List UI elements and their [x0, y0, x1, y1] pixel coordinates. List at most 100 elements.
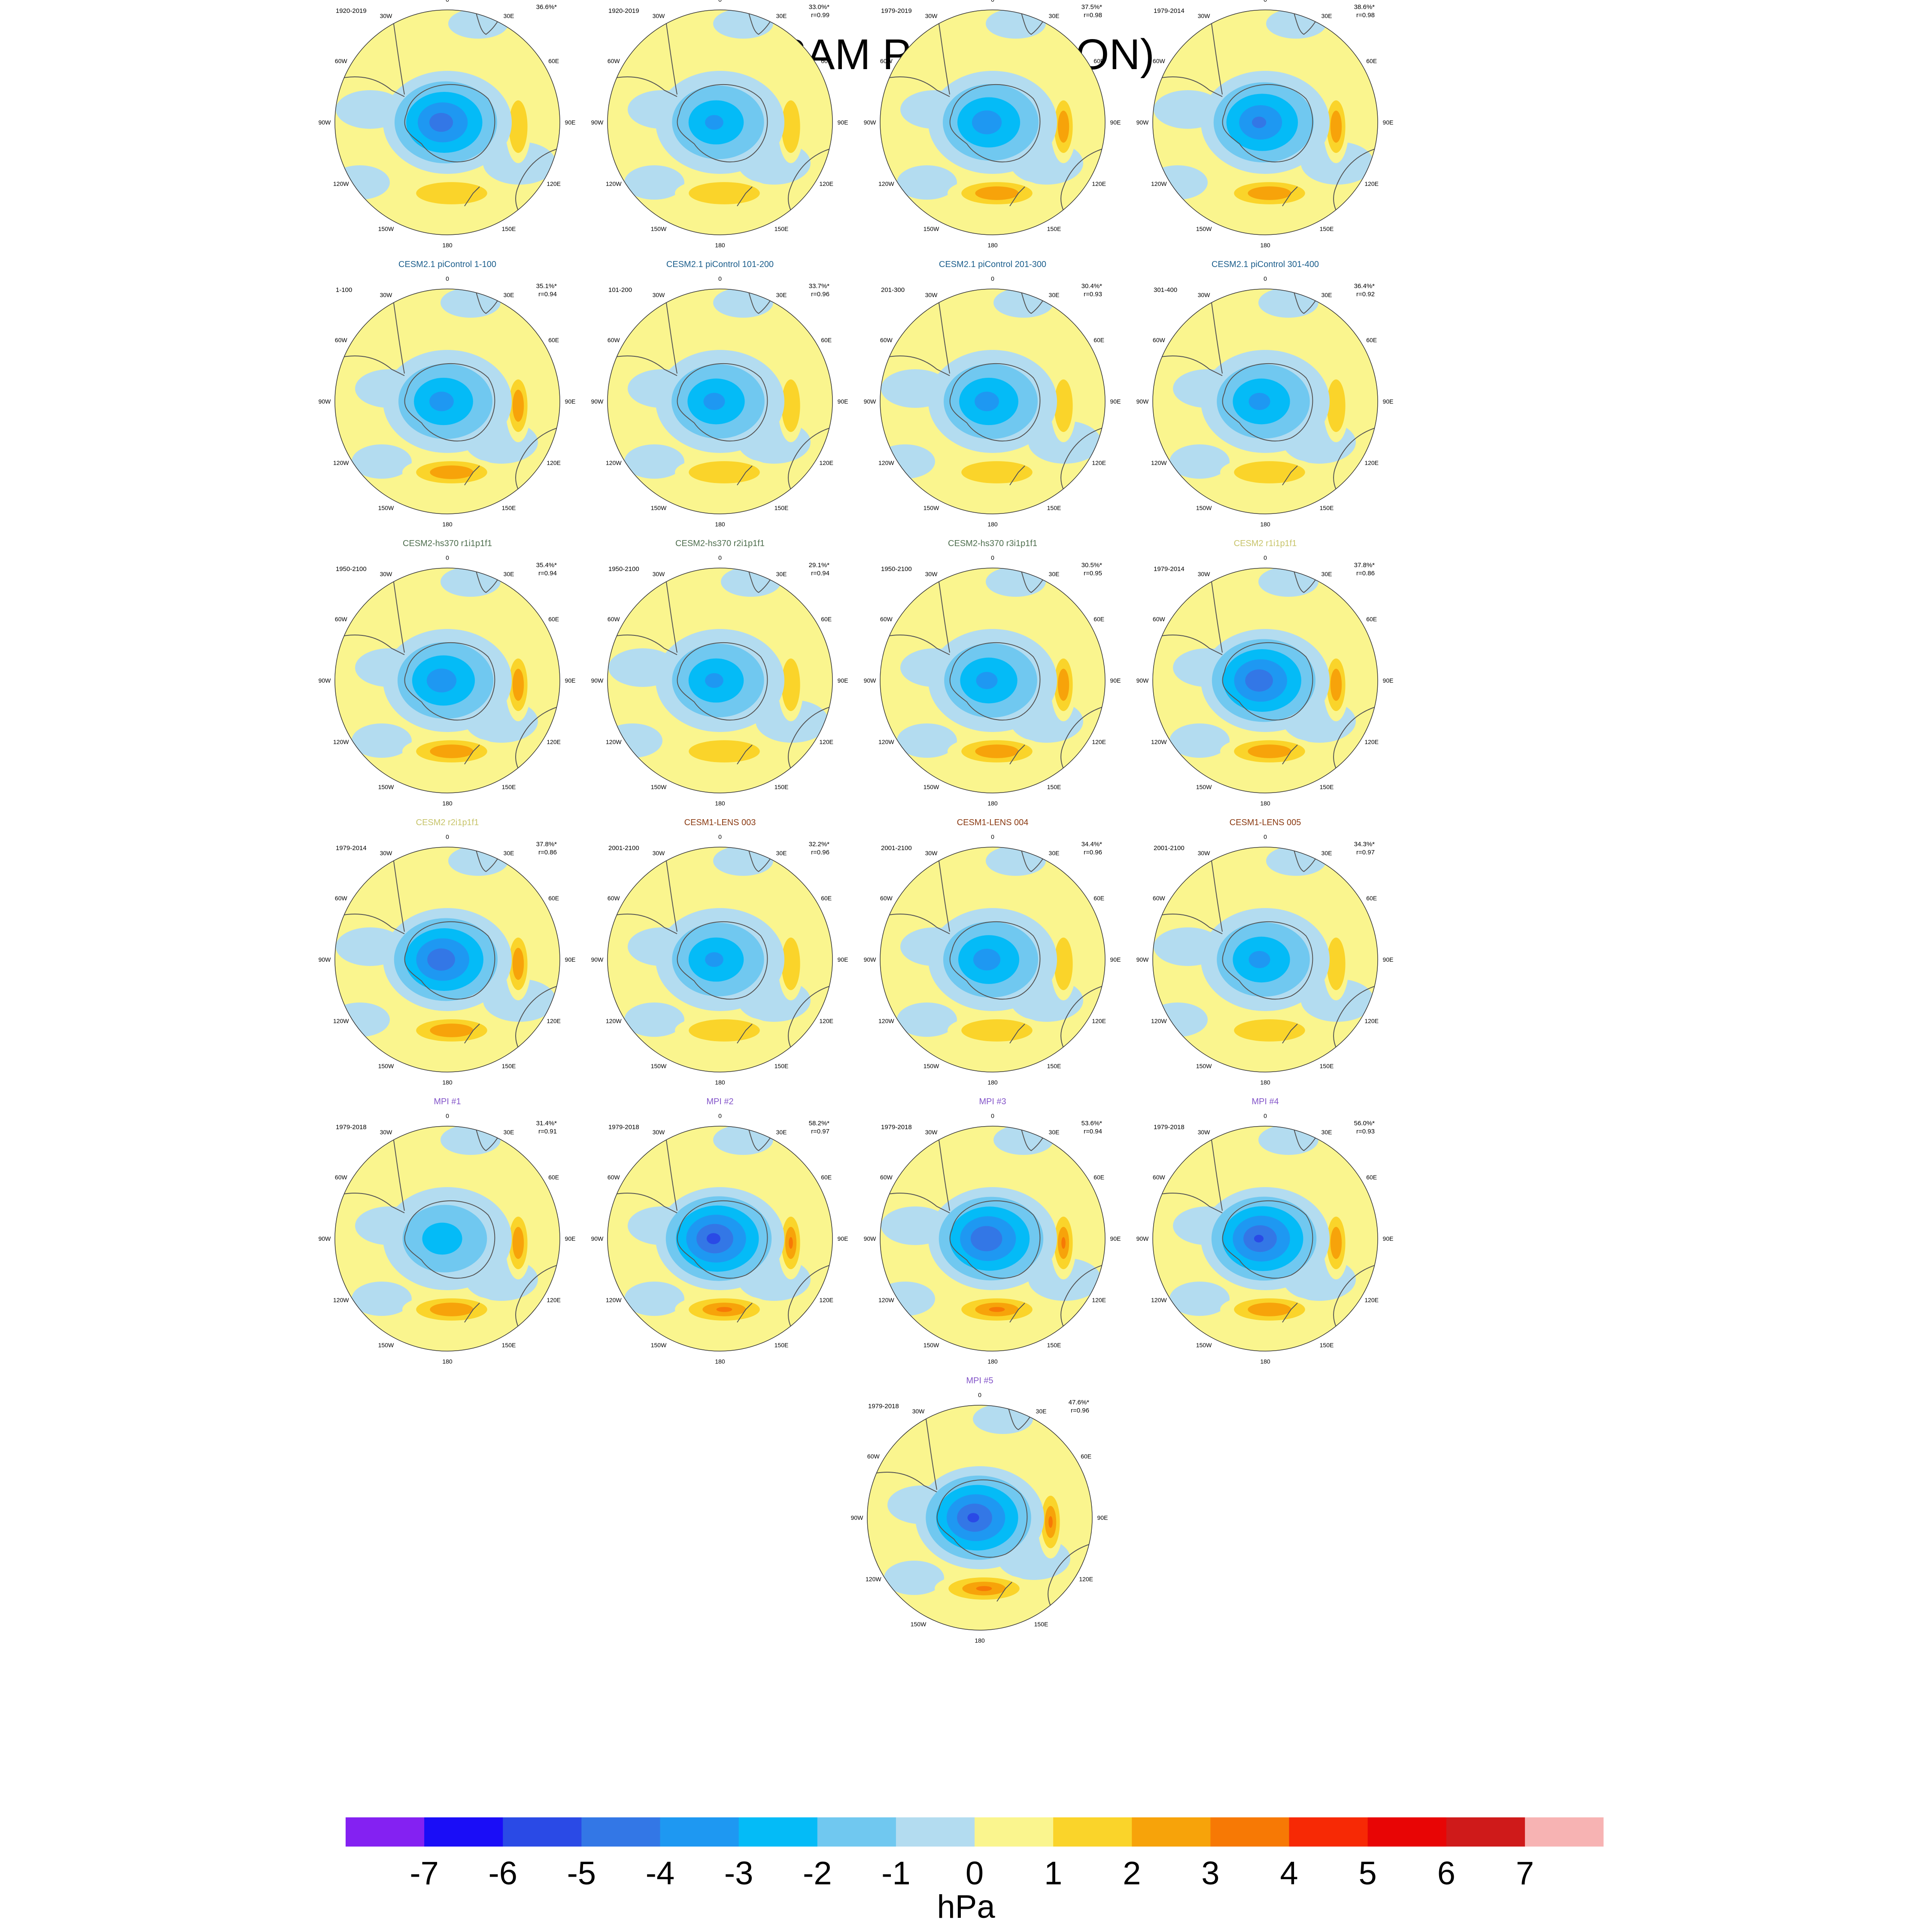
map-boundary	[880, 847, 1106, 1072]
south-america-coastline	[1153, 76, 1223, 97]
colorbar-bin	[817, 1817, 896, 1847]
negative-anomaly-patch	[993, 1126, 1054, 1155]
map-boundary	[334, 847, 560, 1072]
longitude-label: 120W	[1151, 1297, 1167, 1303]
longitude-label: 30E	[1048, 850, 1060, 857]
longitude-label: 60W	[334, 1174, 347, 1181]
longitude-label: 120W	[333, 459, 349, 466]
map-boundary	[607, 9, 833, 235]
longitude-label: 0	[1264, 275, 1267, 282]
panel-years: 1920-2019	[336, 7, 367, 15]
longitude-label: 30E	[776, 850, 787, 857]
antarctica-coastline	[404, 84, 495, 163]
longitude-label: 180	[1260, 242, 1270, 249]
south-america-coastline	[880, 635, 950, 655]
pattern-correlation: r=0.86	[538, 849, 557, 856]
positive-anomaly-contour	[781, 100, 800, 153]
colorbar-bin	[896, 1817, 975, 1847]
positive-anomaly-contour	[689, 461, 760, 483]
longitude-label: 90W	[851, 1514, 863, 1521]
longitude-label: 60W	[607, 337, 620, 343]
map-panel: MPI #1 1979-2018 31.4%* r=0.91 0 30E 60E 90E 120…	[314, 1097, 580, 1372]
new-zealand-coastline	[1282, 465, 1298, 486]
longitude-label: 90W	[863, 1235, 876, 1242]
positive-anomaly-contour	[512, 389, 524, 422]
longitude-label: 30W	[652, 12, 665, 20]
pattern-correlation: r=0.92	[1356, 291, 1375, 298]
south-america-coastline	[608, 1193, 677, 1213]
longitude-label: 180	[715, 1358, 725, 1365]
longitude-label: 60W	[334, 895, 347, 902]
longitude-label: 150E	[501, 225, 516, 232]
negative-anomaly-patch	[448, 10, 508, 39]
longitude-label: 90E	[837, 1235, 848, 1242]
panel-variance: 35.1%* r=0.94	[536, 282, 557, 298]
new-zealand-coastline	[1009, 1024, 1025, 1044]
longitude-label: 30W	[1197, 1129, 1210, 1136]
longitude-label: 150W	[1196, 1062, 1212, 1069]
longitude-label: 150W	[923, 504, 939, 511]
longitude-label: 90W	[318, 119, 331, 126]
negative-anomaly-patch	[897, 165, 957, 200]
panel-variance: 37.8%* r=0.86	[536, 840, 557, 857]
negative-anomaly-patch	[986, 10, 1046, 39]
panel-title: CESM2.1 piControl 201-300	[939, 260, 1047, 269]
panel-variance: 38.6%* r=0.98	[1354, 3, 1375, 19]
longitude-label: 60W	[867, 1453, 880, 1460]
map-panel: CESM2.1 piControl 1-100 1-100 35.1%* r=0.94…	[314, 260, 580, 535]
positive-anomaly-contour	[1061, 1237, 1066, 1249]
colorbar-bin	[1210, 1817, 1289, 1847]
panel-years: 1979-2018	[336, 1124, 367, 1131]
longitude-label: 90W	[1136, 119, 1149, 126]
pattern-correlation: r=0.96	[811, 291, 829, 298]
new-zealand-coastline	[1009, 1303, 1025, 1323]
polar-map	[867, 1405, 1093, 1631]
negative-anomaly-patch	[352, 444, 412, 479]
variance-explained: 33.0%*	[808, 3, 829, 11]
longitude-label: 30W	[380, 571, 392, 578]
longitude-label: 90E	[1110, 398, 1121, 405]
positive-anomaly-contour	[1330, 668, 1342, 701]
panel-title: MPI #4	[1252, 1097, 1279, 1106]
longitude-label: 30E	[503, 571, 514, 578]
colorbar-tick-label: 6	[1437, 1855, 1455, 1892]
negative-anomaly-patch	[1266, 847, 1326, 876]
panel-variance: 30.5%* r=0.95	[1081, 561, 1102, 577]
positive-anomaly-contour	[989, 1307, 1005, 1312]
longitude-label: 30E	[1321, 571, 1332, 578]
positive-anomaly-contour	[1327, 379, 1346, 432]
panel-years: 1950-2100	[336, 565, 367, 573]
negative-anomaly-patch	[713, 10, 773, 39]
longitude-label: 120E	[819, 1297, 834, 1303]
longitude-label: 150W	[923, 1062, 939, 1069]
map-panel: MPI #2 1979-2018 58.2%* r=0.97 0 30E 60E 90E 120…	[587, 1097, 853, 1372]
panel-title: MPI #3	[979, 1097, 1006, 1106]
longitude-label: 90E	[837, 956, 848, 963]
variance-explained: 33.7%*	[808, 283, 829, 290]
antarctica-coastline	[949, 363, 1041, 442]
longitude-label: 150W	[650, 504, 667, 511]
negative-anomaly-contour	[429, 392, 454, 411]
longitude-label: 150W	[650, 1341, 667, 1349]
negative-anomaly-patch	[1170, 444, 1230, 479]
negative-anomaly-patch	[1170, 723, 1230, 758]
longitude-label: 90W	[1136, 677, 1149, 684]
negative-anomaly-contour	[1252, 116, 1267, 128]
longitude-label: 30W	[1197, 850, 1210, 857]
positive-anomaly-contour	[512, 948, 524, 980]
longitude-label: 150W	[1196, 225, 1212, 232]
map-panel: CESM2-hs370 r3i1p1f1 1950-2100 30.5%* r=0.9…	[860, 539, 1126, 814]
positive-anomaly-contour	[1330, 1227, 1342, 1259]
colorbar-tick-label: -1	[881, 1855, 911, 1892]
longitude-label: 30E	[503, 850, 514, 857]
negative-anomaly-patch	[624, 444, 684, 479]
panel-title: CESM2-hs370 r1i1p1f1	[403, 539, 492, 548]
longitude-label: 120E	[547, 459, 561, 466]
panel-years: 2001-2100	[1154, 844, 1185, 852]
pattern-correlation: r=0.94	[811, 570, 829, 577]
longitude-label: 150W	[378, 1341, 394, 1349]
colorbar-bin	[1132, 1817, 1211, 1847]
polar-map	[334, 9, 560, 235]
longitude-label: 60E	[548, 1174, 559, 1181]
longitude-label: 90E	[565, 119, 576, 126]
